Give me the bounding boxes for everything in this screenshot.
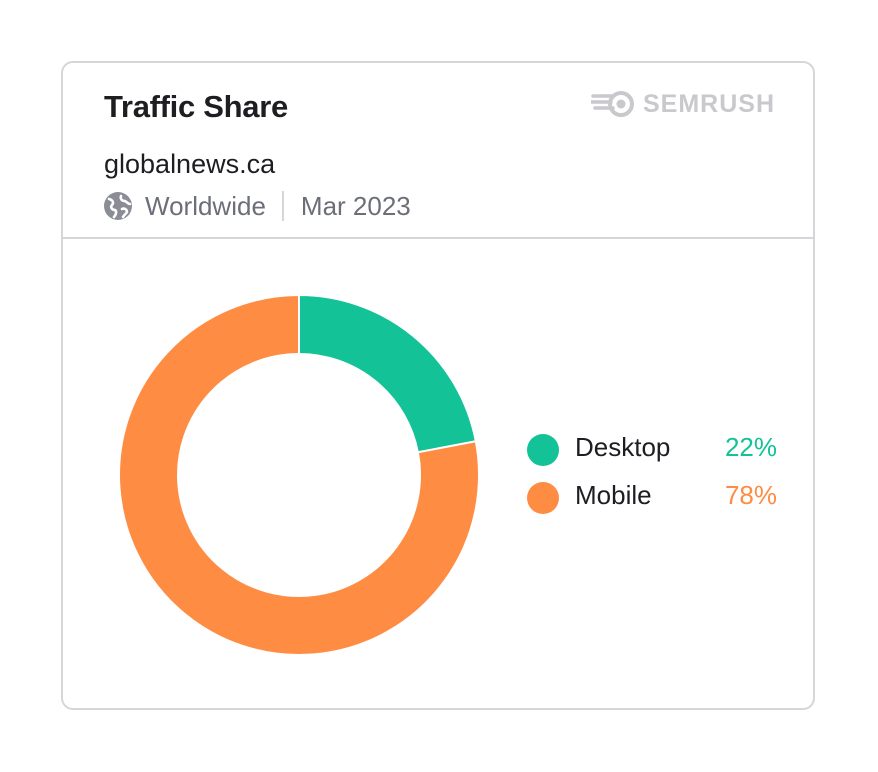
legend-value-mobile: 78%	[724, 480, 777, 510]
donut-slice-desktop[interactable]	[298, 293, 477, 454]
semrush-logo: SEMRUSH	[590, 89, 775, 119]
globe-icon	[104, 192, 132, 220]
header-divider	[63, 237, 813, 239]
date-label[interactable]: Mar 2023	[300, 190, 411, 221]
region-label[interactable]: Worldwide	[145, 190, 266, 221]
legend-swatch-mobile	[527, 482, 559, 514]
donut-slice-mobile[interactable]	[118, 293, 480, 656]
traffic-share-card: Traffic Share SEMRUSH globalnews.ca Worl…	[61, 61, 815, 710]
legend-label-mobile: Mobile	[575, 480, 652, 510]
chart-legend: Desktop 22% Mobile 78%	[527, 429, 777, 525]
legend-value-desktop: 22%	[724, 432, 777, 462]
chart-area: Desktop 22% Mobile 78%	[63, 239, 813, 708]
filter-row: Worldwide Mar 2023	[103, 189, 411, 223]
brand-name: SEMRUSH	[642, 89, 775, 118]
domain-name: globalnews.ca	[104, 149, 276, 179]
legend-item-desktop[interactable]: Desktop 22%	[527, 429, 777, 477]
legend-item-mobile[interactable]: Mobile 78%	[527, 477, 777, 525]
card-title: Traffic Share	[104, 89, 288, 124]
donut-chart	[118, 293, 480, 656]
semrush-logo-icon	[590, 91, 634, 117]
meta-separator	[281, 191, 284, 221]
legend-swatch-desktop	[527, 434, 559, 466]
legend-label-desktop: Desktop	[575, 432, 671, 462]
